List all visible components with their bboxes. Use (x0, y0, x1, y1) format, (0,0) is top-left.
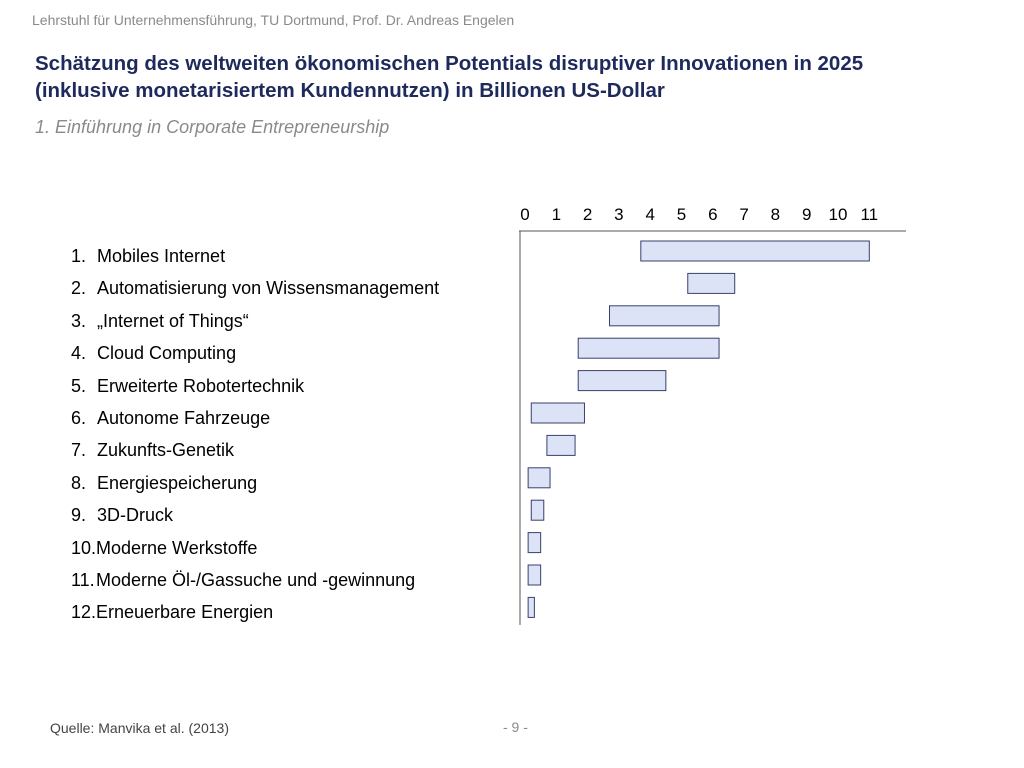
list-item: 1. Mobiles Internet (71, 243, 439, 275)
range-bar (527, 467, 551, 489)
list-item: 9. 3D-Druck (71, 502, 439, 534)
list-item: 8. Energiespeicherung (71, 470, 439, 502)
list-item-label: Energiespeicherung (97, 472, 258, 493)
range-bar (546, 434, 576, 456)
list-item-label: „Internet of Things“ (97, 310, 249, 331)
range-bar (527, 564, 542, 586)
slide-title-line-1: Schätzung des weltweiten ökonomischen Po… (35, 52, 864, 75)
list-item-number: 9. (71, 505, 87, 526)
list-item-label: Erweiterte Robotertechnik (97, 375, 305, 396)
x-tick-label: 8 (771, 205, 780, 224)
range-bar (527, 532, 542, 554)
range-bar (577, 370, 667, 392)
list-item-label: Mobiles Internet (97, 246, 226, 266)
list-item: 4. Cloud Computing (71, 340, 439, 372)
x-tick-label: 2 (583, 205, 592, 224)
x-tick-label: 1 (552, 205, 561, 224)
list-item-number: 12. (71, 602, 97, 623)
x-tick-label: 7 (739, 205, 748, 224)
list-item: 5. Erweiterte Robotertechnik (71, 373, 439, 405)
list-item-number: 11. (71, 569, 95, 590)
list-item-number: 2. (71, 278, 87, 299)
institution-header: Lehrstuhl für Unternehmensführung, TU Do… (32, 12, 515, 28)
x-tick-label: 6 (708, 205, 717, 224)
page-number: - 9 - (503, 719, 528, 735)
list-item-number: 3. (71, 310, 87, 331)
list-item-number: 6. (71, 407, 87, 428)
range-bar (609, 305, 720, 327)
list-item: 10.Moderne Werkstoffe (71, 535, 439, 567)
list-item-label: Autonome Fahrzeuge (97, 407, 271, 428)
x-tick-label: 11 (860, 205, 878, 224)
list-item-label: Erneuerbare Energien (96, 602, 274, 623)
list-item: 11.Moderne Öl-/Gassuche und -gewinnung (71, 567, 439, 599)
list-item: 3. „Internet of Things“ (71, 308, 439, 340)
list-item-number: 10. (71, 537, 97, 558)
list-item-number: 8. (71, 472, 87, 493)
list-item-label: Automatisierung von Wissensmanagement (97, 278, 440, 299)
list-item-label: Cloud Computing (97, 343, 237, 364)
slide-title: Schätzung des weltweiten ökonomischen Po… (35, 50, 863, 104)
list-item: 7. Zukunfts-Genetik (71, 437, 439, 469)
x-tick-label: 4 (645, 205, 654, 224)
x-tick-label: 0 (520, 205, 529, 224)
range-bar (527, 596, 535, 618)
innovation-list: 1. Mobiles Internet 2. Automatisierung von … (71, 243, 439, 632)
list-item-number: 5. (71, 375, 87, 396)
list-item-label: Moderne Öl-/Gassuche und -gewinnung (96, 569, 416, 590)
slide-title-line-2: (inklusive monetarisiertem Kundennutzen)… (35, 79, 665, 102)
source-citation: Quelle: Manvika et al. (2013) (50, 720, 229, 736)
range-bar (530, 499, 545, 521)
range-bar (687, 272, 736, 294)
list-item-number: 7. (71, 440, 87, 461)
range-bar-chart: 0 1 2 3 4 5 6 7 8 9 10 11 (519, 205, 906, 625)
list-item-label: Zukunfts-Genetik (97, 440, 235, 461)
range-bar (577, 337, 720, 359)
x-tick-label: 5 (677, 205, 686, 224)
range-bar (640, 240, 870, 262)
list-item-number: 4. (71, 343, 87, 364)
list-item: 6. Autonome Fahrzeuge (71, 405, 439, 437)
x-tick-label: 3 (614, 205, 623, 224)
slide-subtitle: 1. Einführung in Corporate Entrepreneurs… (35, 117, 390, 137)
list-item: 12.Erneuerbare Energien (71, 599, 439, 631)
list-item-number: 1. (71, 246, 87, 266)
list-item-label: Moderne Werkstoffe (96, 537, 258, 558)
range-bar (530, 402, 585, 424)
x-tick-label: 10 (829, 205, 848, 224)
list-item-label: 3D-Druck (97, 505, 174, 526)
x-tick-label: 9 (802, 205, 811, 224)
list-item: 2. Automatisierung von Wissensmanagement (71, 275, 439, 307)
